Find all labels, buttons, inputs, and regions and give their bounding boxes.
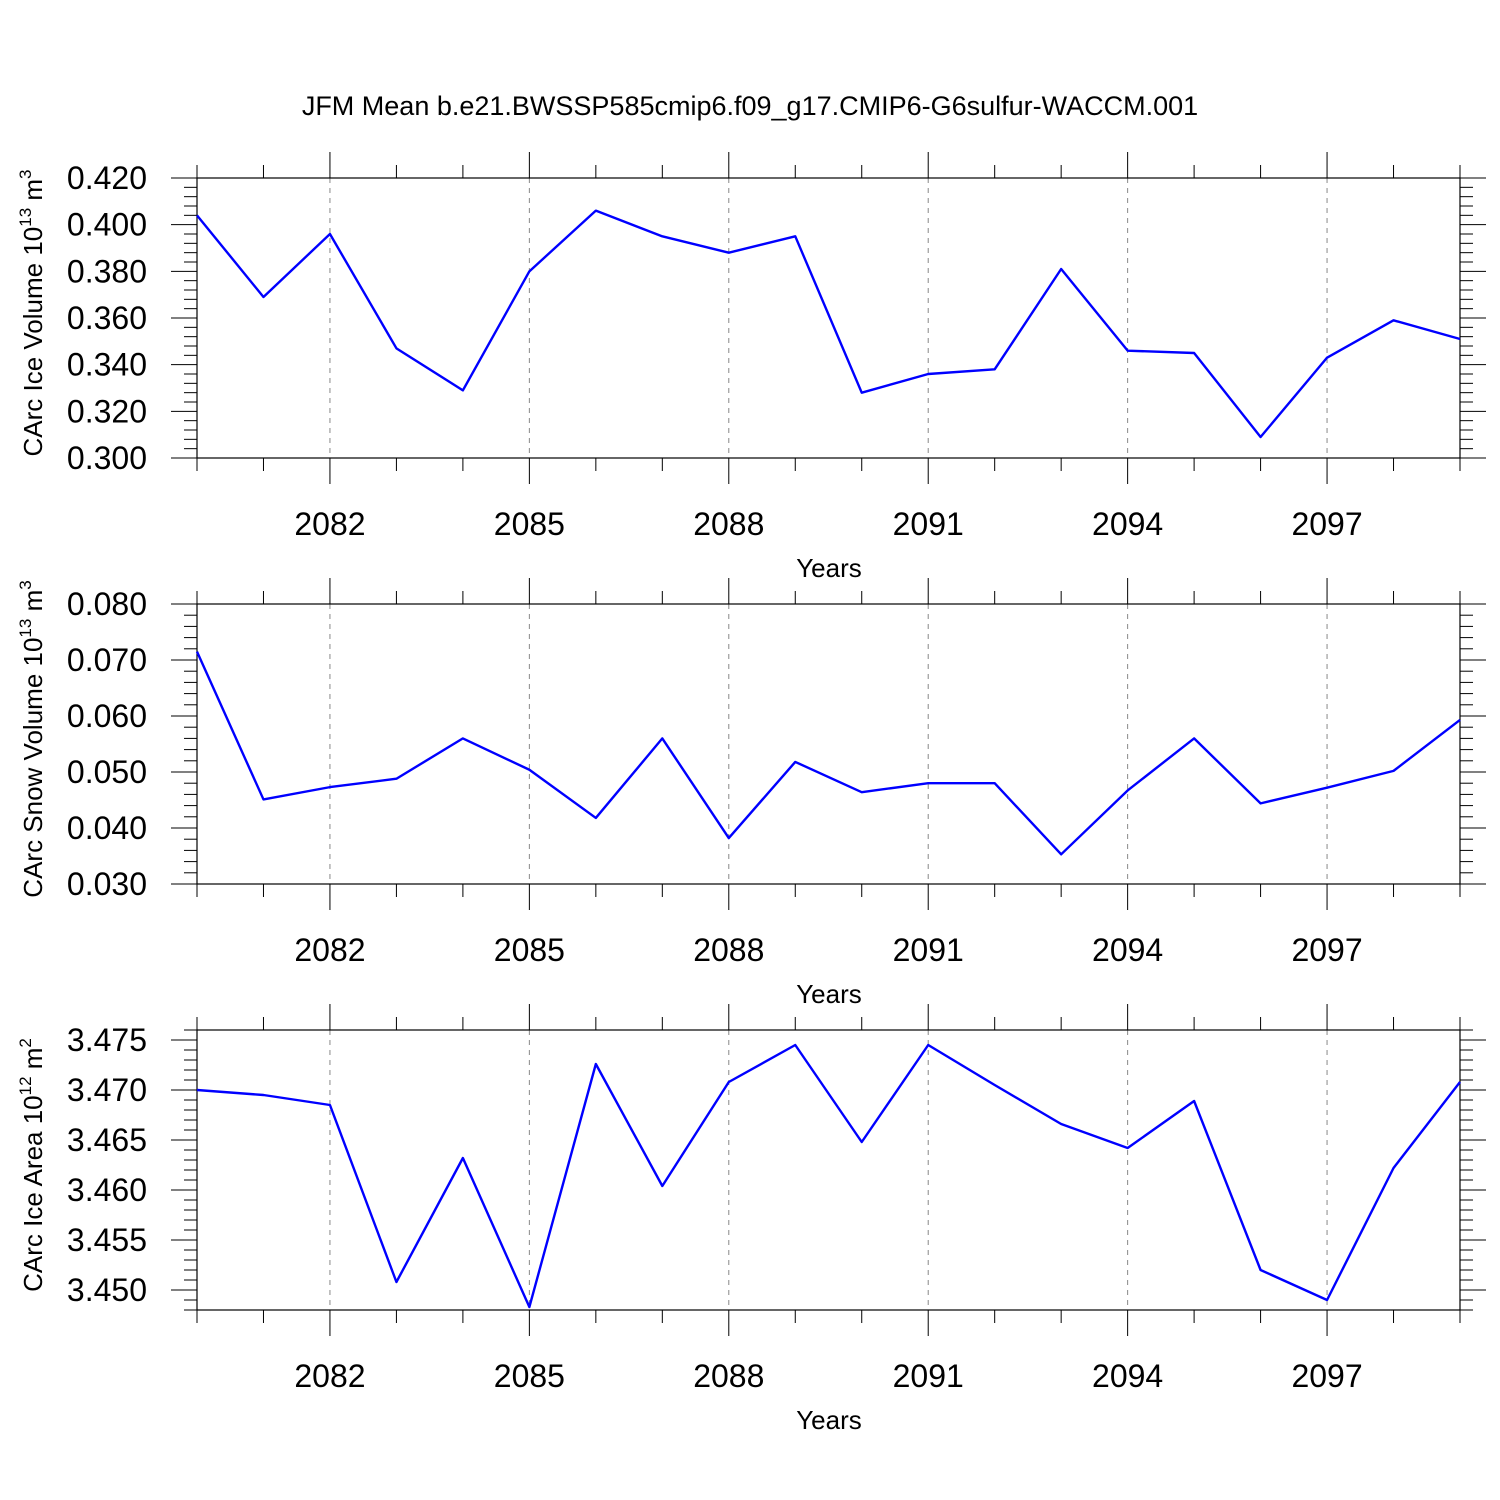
y-tick-label: 0.060 [67,698,147,734]
panel-1: 0.300 0.320 0.340 0.360 0.380 0.400 0.420 2082 2… [16,152,1486,583]
x-tick-label: 2094 [1092,932,1163,968]
x-tick-label: 2091 [893,1358,964,1394]
series-line [196,209,1461,439]
x-tick-label: 2082 [294,506,365,542]
x-axis-title: Years [796,1405,862,1435]
y-tick-label: 0.420 [67,160,147,196]
y-tick-label: 3.450 [67,1272,147,1308]
y-tick-label: 0.360 [67,300,147,336]
y-tick-label: 3.470 [67,1072,147,1108]
x-tick-label: 2094 [1092,506,1163,542]
series-line [195,651,1461,856]
x-tick-label: 2094 [1092,1358,1163,1394]
x-axis-title: Years [796,979,862,1009]
y-tick-label: 0.040 [67,810,147,846]
y-tick-label: 0.320 [67,393,147,429]
y-axis-title: CArc Ice Area 1012 m2 [16,1038,48,1292]
y-axis-title: CArc Snow Volume 1013 m3 [16,580,48,897]
x-tick-label: 2082 [294,932,365,968]
x-tick-label: 2085 [494,506,565,542]
x-tick-label: 2088 [693,506,764,542]
y-tick-label: 3.460 [67,1172,147,1208]
y-tick-label: 0.080 [67,586,147,622]
x-tick-label: 2091 [893,506,964,542]
x-tick-label: 2097 [1291,506,1362,542]
plot-frame [196,603,1461,885]
y-tick-label: 0.380 [67,253,147,289]
x-tick-label: 2097 [1291,1358,1362,1394]
x-axis-title: Years [796,553,862,583]
x-tick-label: 2091 [893,932,964,968]
y-tick-label: 3.465 [67,1122,147,1158]
y-axis-title: CArc Ice Volume 1013 m3 [16,169,48,456]
y-tick-label: 3.455 [67,1222,147,1258]
chart-title: JFM Mean b.e21.BWSSP585cmip6.f09_g17.CMI… [302,91,1198,121]
y-tick-label: 0.300 [67,440,147,476]
x-tick-label: 2097 [1291,932,1362,968]
y-tick-label: 0.340 [67,347,147,383]
panels: 0.300 0.320 0.340 0.360 0.380 0.400 0.420 2082 2… [16,152,1486,1435]
y-tick-label: 0.030 [67,866,147,902]
y-tick-label: 0.050 [67,754,147,790]
x-tick-label: 2082 [294,1358,365,1394]
series-line [196,1043,1461,1309]
panel-3: 3.450 3.455 3.460 3.465 3.470 3.475 2082 2085 20… [16,1004,1486,1435]
plot-frame [196,177,1461,459]
y-tick-label: 0.070 [67,642,147,678]
x-tick-label: 2085 [494,1358,565,1394]
x-tick-label: 2088 [693,932,764,968]
x-tick-label: 2085 [494,932,565,968]
y-tick-label: 0.400 [67,207,147,243]
x-tick-label: 2088 [693,1358,764,1394]
panel-2: 0.030 0.040 0.050 0.060 0.070 0.080 2082 2085 20… [16,578,1486,1009]
y-tick-label: 3.475 [67,1022,147,1058]
plot-frame [196,1029,1461,1311]
